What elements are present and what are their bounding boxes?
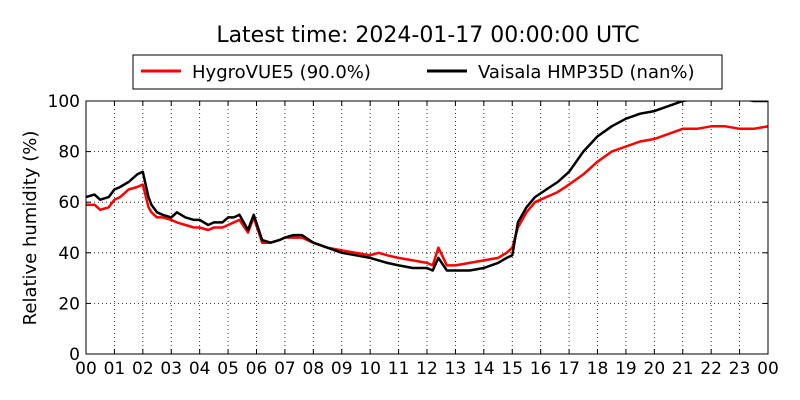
x-tick-label: 20 — [644, 359, 666, 379]
plot-frame — [85, 100, 769, 355]
x-tick-label: 22 — [700, 359, 722, 379]
legend-label-vaisala: Vaisala HMP35D (nan%) — [478, 62, 695, 83]
y-tick-label: 0 — [69, 345, 80, 365]
series-lines — [86, 101, 768, 272]
x-tick-label: 11 — [388, 359, 410, 379]
x-tick-label: 00 — [75, 359, 97, 379]
x-tick-label: 02 — [132, 359, 154, 379]
axis-ticks: 00 01 02 03 04 05 06 07 08 09 10 11 12 13 14 15 16 17 18 19… — [48, 92, 779, 379]
x-tick-label: 09 — [331, 359, 353, 379]
x-tick-label: 13 — [445, 359, 467, 379]
x-tick-label: 12 — [416, 359, 438, 379]
x-tick-label: 23 — [729, 359, 751, 379]
x-tick-label: 16 — [530, 359, 552, 379]
legend: HygroVUE5 (90.0%) Vaisala HMP35D (nan%) — [132, 54, 723, 90]
x-tick-label: 18 — [587, 359, 609, 379]
legend-label-hygrovue5: HygroVUE5 (90.0%) — [192, 62, 371, 83]
y-tick-label: 100 — [48, 92, 80, 112]
y-tick-label: 40 — [58, 244, 80, 264]
x-tick-label: 05 — [217, 359, 239, 379]
y-tick-label: 20 — [58, 294, 80, 314]
series-line-hygrovue5 — [86, 125, 768, 267]
x-tick-label: 01 — [104, 359, 126, 379]
y-tick-label: 60 — [58, 193, 80, 213]
x-tick-label: 08 — [303, 359, 325, 379]
x-tick-label: 04 — [189, 359, 211, 379]
x-tick-label: 19 — [615, 359, 637, 379]
x-tick-label: 07 — [274, 359, 296, 379]
x-tick-label: 10 — [359, 359, 381, 379]
y-tick-label: 80 — [58, 143, 80, 163]
x-tick-label: 14 — [473, 359, 495, 379]
chart-title: Latest time: 2024-01-17 00:00:00 UTC — [216, 23, 639, 48]
y-axis-label: Relative humidity (%) — [20, 131, 41, 326]
x-tick-label: 06 — [246, 359, 268, 379]
x-tick-label: 00 — [757, 359, 779, 379]
grid — [86, 101, 768, 354]
series-line-vaisala — [86, 101, 768, 272]
x-tick-label: 21 — [672, 359, 694, 379]
x-tick-label: 15 — [501, 359, 523, 379]
x-tick-label: 03 — [160, 359, 182, 379]
x-tick-label: 17 — [558, 359, 580, 379]
